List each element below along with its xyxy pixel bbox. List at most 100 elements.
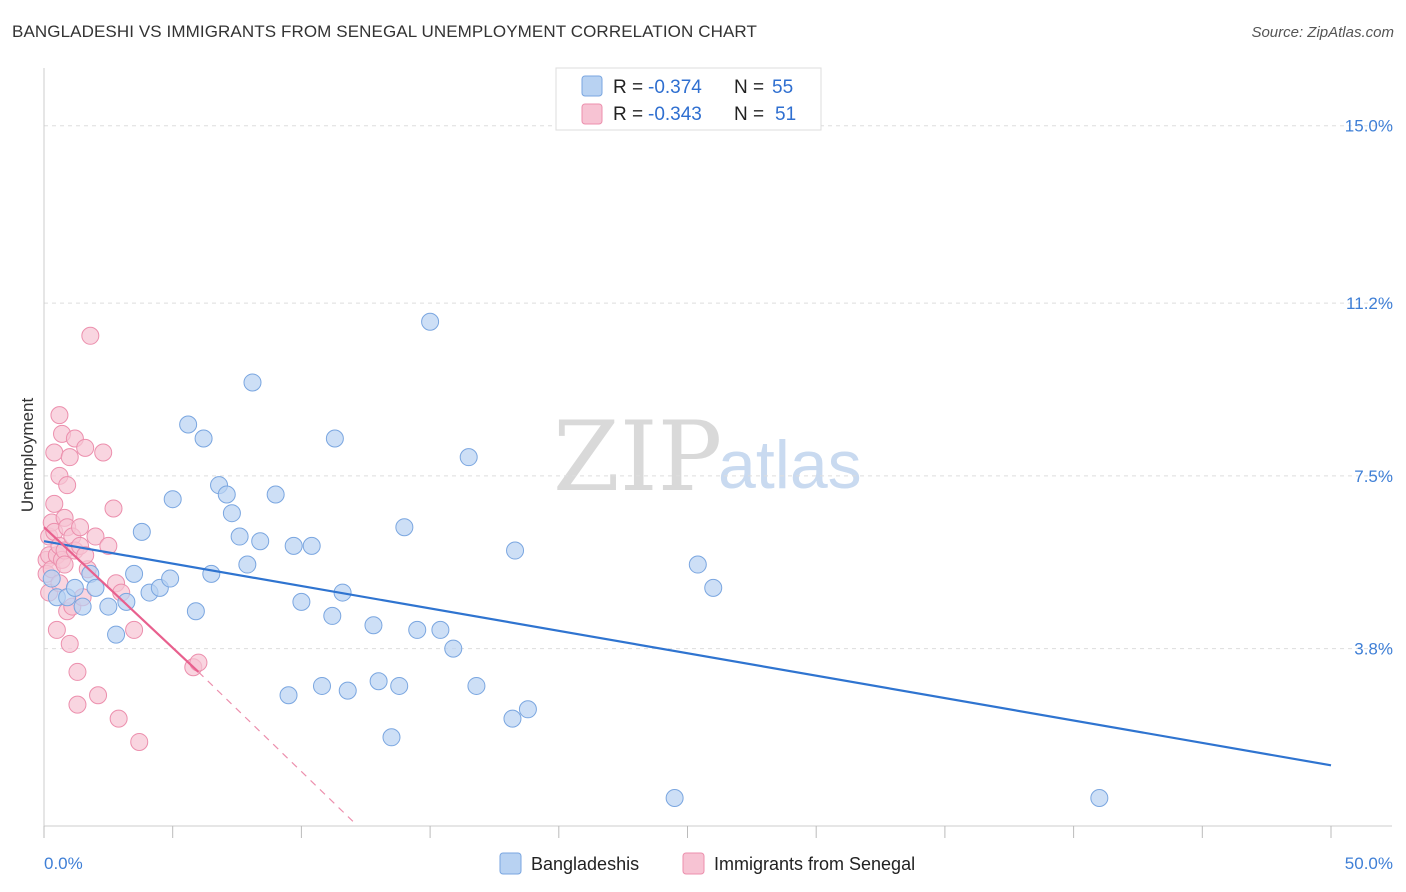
point-bangladeshis-32 (312, 676, 331, 695)
legend-n-label-pink: N = (734, 104, 764, 125)
legend-swatch-blue (581, 75, 603, 97)
point-bangladeshis-22 (222, 504, 241, 523)
series-immigrants-from-senegal (37, 326, 208, 751)
point-bangladeshis-19 (202, 564, 221, 583)
chart-source: Source: ZipAtlas.com (1251, 24, 1394, 41)
point-bangladeshis-39 (382, 728, 401, 747)
point-bangladeshis-30 (292, 592, 311, 611)
point-bangladeshis-24 (238, 555, 257, 574)
bottom-legend-swatch-blue (499, 852, 522, 875)
point-bangladeshis-4 (73, 597, 92, 616)
point-bangladeshis-46 (459, 448, 478, 467)
legend-r-label-pink: R = (613, 104, 643, 125)
bottom-legend-label-senegal: Immigrants from Senegal (714, 854, 915, 874)
point-senegal-40 (109, 709, 128, 728)
point-senegal-6 (45, 443, 64, 462)
bottom-legend-swatch-pink (682, 852, 705, 875)
trend-line-bangladeshis (43, 540, 1332, 767)
point-senegal-10 (47, 620, 66, 639)
y-tick-label-1: 7.5% (1354, 467, 1393, 486)
point-bangladeshis-48 (503, 709, 522, 728)
point-bangladeshis-54 (1090, 788, 1109, 807)
point-bangladeshis-3 (65, 578, 84, 597)
point-bangladeshis-14 (161, 569, 180, 588)
point-bangladeshis-16 (179, 415, 198, 434)
x-axis-ticks (43, 826, 1332, 838)
correlation-legend: R = -0.374 N = 55 R = -0.343 N = 51 (555, 67, 822, 131)
point-bangladeshis-15 (163, 490, 182, 509)
trend-lines (43, 526, 1332, 822)
grid-lines (44, 125, 1392, 650)
x-tick-label-max: 50.0% (1345, 854, 1393, 873)
point-bangladeshis-10 (125, 564, 144, 583)
point-bangladeshis-43 (421, 312, 440, 331)
point-senegal-43 (130, 732, 149, 751)
legend-r-value-blue: -0.374 (648, 77, 702, 98)
point-bangladeshis-36 (338, 681, 357, 700)
point-senegal-28 (68, 695, 87, 714)
point-bangladeshis-33 (323, 606, 342, 625)
point-senegal-42 (125, 620, 144, 639)
point-senegal-48 (71, 518, 90, 537)
point-bangladeshis-40 (390, 676, 409, 695)
point-bangladeshis-51 (665, 788, 684, 807)
point-bangladeshis-9 (117, 592, 136, 611)
point-senegal-49 (55, 555, 74, 574)
trend-line-senegal-extension (198, 671, 354, 822)
point-senegal-37 (99, 536, 118, 555)
point-bangladeshis-7 (99, 597, 118, 616)
point-bangladeshis-6 (86, 578, 105, 597)
legend-r-label-blue: R = (613, 77, 643, 98)
watermark: ZIP atlas (553, 401, 862, 513)
point-bangladeshis-50 (518, 700, 537, 719)
point-bangladeshis-25 (243, 373, 262, 392)
y-tick-label-2: 11.2% (1346, 294, 1393, 313)
trend-line-senegal (43, 526, 200, 673)
point-bangladeshis-45 (444, 639, 463, 658)
point-bangladeshis-31 (302, 536, 321, 555)
point-senegal-31 (76, 438, 95, 457)
y-tick-label-3: 15.0% (1345, 117, 1393, 136)
point-senegal-38 (104, 499, 123, 518)
series-legend: Bangladeshis Immigrants from Senegal (499, 852, 915, 875)
point-senegal-35 (89, 686, 108, 705)
bottom-legend-label-bangladeshis: Bangladeshis (531, 854, 639, 874)
point-bangladeshis-47 (467, 676, 486, 695)
point-bangladeshis-42 (408, 620, 427, 639)
point-senegal-50 (76, 546, 95, 565)
point-bangladeshis-38 (369, 672, 388, 691)
y-tick-label-0: 3.8% (1354, 640, 1393, 659)
chart-title: BANGLADESHI VS IMMIGRANTS FROM SENEGAL U… (12, 22, 757, 41)
point-bangladeshis-49 (506, 541, 525, 560)
point-bangladeshis-11 (132, 522, 151, 541)
y-axis-title: Unemployment (18, 398, 37, 513)
watermark-atlas: atlas (718, 427, 862, 503)
point-bangladeshis-41 (395, 518, 414, 537)
point-bangladeshis-18 (194, 429, 213, 448)
series-bangladeshis (42, 312, 1109, 807)
point-senegal-33 (81, 326, 100, 345)
legend-n-value-blue: 55 (772, 77, 793, 98)
point-bangladeshis-26 (251, 532, 270, 551)
point-senegal-18 (58, 476, 77, 495)
x-tick-label-min: 0.0% (44, 854, 83, 873)
point-senegal-11 (50, 406, 69, 425)
point-bangladeshis-53 (704, 578, 723, 597)
point-senegal-34 (86, 527, 105, 546)
point-senegal-36 (94, 443, 113, 462)
point-senegal-7 (45, 494, 64, 513)
point-senegal-22 (60, 634, 79, 653)
point-bangladeshis-17 (186, 602, 205, 621)
point-bangladeshis-27 (266, 485, 285, 504)
point-bangladeshis-8 (107, 625, 126, 644)
point-bangladeshis-52 (688, 555, 707, 574)
watermark-zip: ZIP (553, 401, 722, 513)
point-senegal-27 (68, 662, 87, 681)
point-bangladeshis-34 (325, 429, 344, 448)
point-senegal-45 (189, 653, 208, 672)
point-bangladeshis-37 (364, 616, 383, 635)
point-bangladeshis-23 (230, 527, 249, 546)
point-senegal-21 (60, 448, 79, 467)
point-bangladeshis-44 (431, 620, 450, 639)
